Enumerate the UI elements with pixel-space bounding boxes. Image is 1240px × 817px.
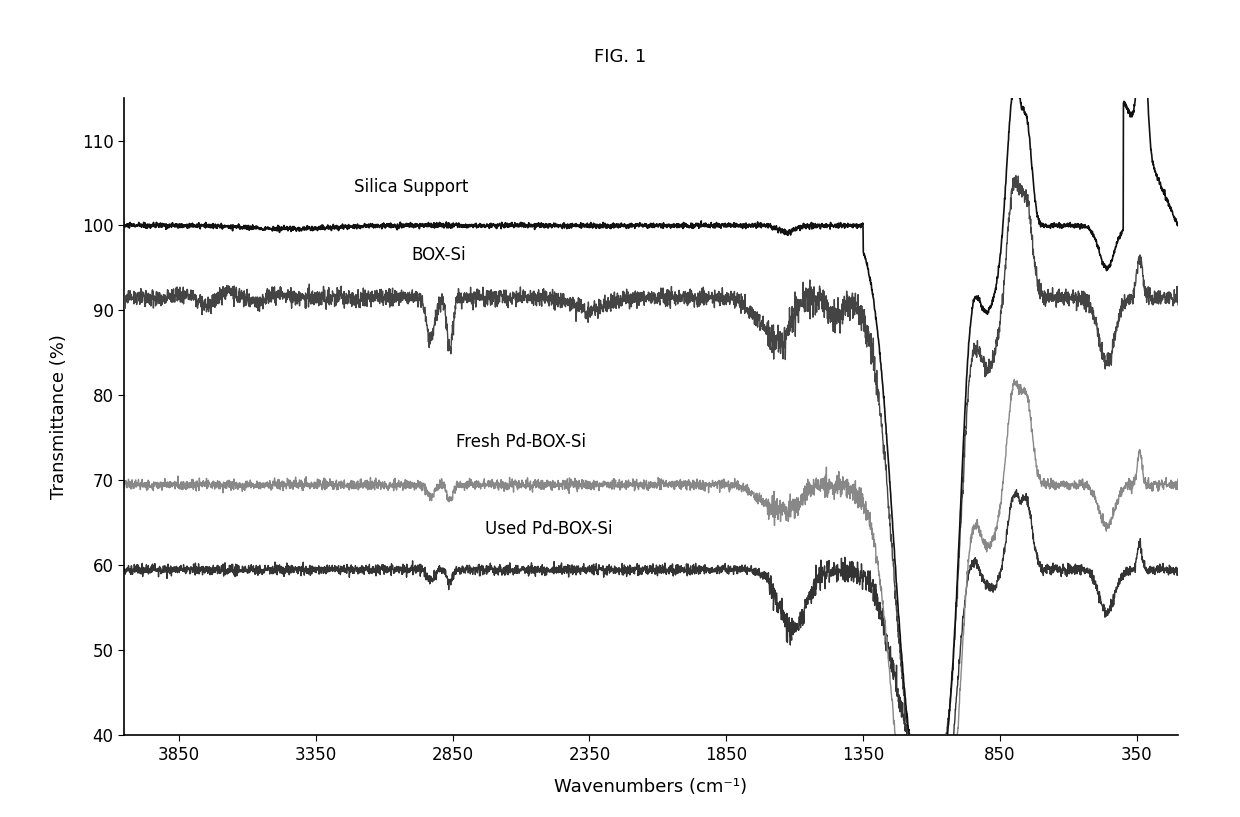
Text: BOX-Si: BOX-Si: [412, 246, 466, 264]
Text: Silica Support: Silica Support: [355, 178, 469, 196]
Y-axis label: Transmittance (%): Transmittance (%): [50, 334, 68, 499]
Text: FIG. 1: FIG. 1: [594, 48, 646, 66]
X-axis label: Wavenumbers (cm⁻¹): Wavenumbers (cm⁻¹): [554, 778, 748, 796]
Text: Fresh Pd-BOX-Si: Fresh Pd-BOX-Si: [456, 433, 587, 451]
Text: Used Pd-BOX-Si: Used Pd-BOX-Si: [485, 520, 613, 538]
